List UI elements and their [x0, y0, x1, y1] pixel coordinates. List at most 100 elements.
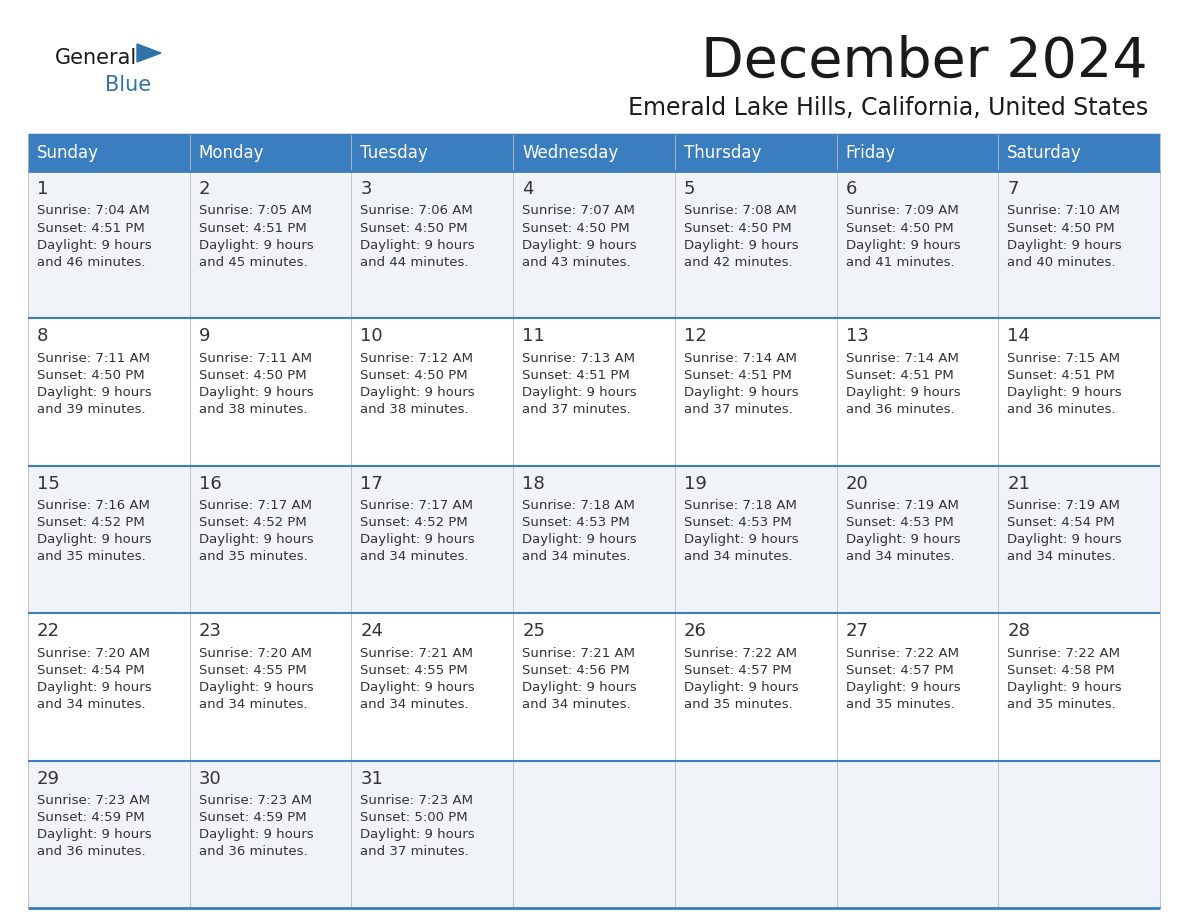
Text: Sunrise: 7:18 AM: Sunrise: 7:18 AM — [684, 499, 797, 512]
Text: Daylight: 9 hours: Daylight: 9 hours — [37, 828, 152, 841]
Bar — [513, 465, 675, 613]
Text: Daylight: 9 hours: Daylight: 9 hours — [846, 386, 960, 399]
Text: Sunrise: 7:23 AM: Sunrise: 7:23 AM — [198, 794, 311, 807]
Text: Sunrise: 7:09 AM: Sunrise: 7:09 AM — [846, 205, 959, 218]
Bar — [352, 171, 513, 319]
Text: Sunset: 4:57 PM: Sunset: 4:57 PM — [846, 664, 953, 677]
Text: Daylight: 9 hours: Daylight: 9 hours — [684, 533, 798, 546]
Text: Daylight: 9 hours: Daylight: 9 hours — [198, 533, 314, 546]
Text: Sunrise: 7:22 AM: Sunrise: 7:22 AM — [846, 646, 959, 660]
Text: Daylight: 9 hours: Daylight: 9 hours — [846, 239, 960, 252]
Text: Sunrise: 7:19 AM: Sunrise: 7:19 AM — [846, 499, 959, 512]
Text: Sunset: 4:50 PM: Sunset: 4:50 PM — [523, 221, 630, 234]
Text: Daylight: 9 hours: Daylight: 9 hours — [360, 681, 475, 694]
Text: Blue: Blue — [105, 75, 151, 95]
Text: Daylight: 9 hours: Daylight: 9 hours — [37, 239, 152, 252]
Text: 24: 24 — [360, 622, 384, 640]
Text: Sunrise: 7:11 AM: Sunrise: 7:11 AM — [198, 352, 311, 364]
Text: Sunset: 5:00 PM: Sunset: 5:00 PM — [360, 812, 468, 824]
Text: and 35 minutes.: and 35 minutes. — [198, 550, 308, 564]
Text: Sunset: 4:51 PM: Sunset: 4:51 PM — [846, 369, 953, 382]
Text: Daylight: 9 hours: Daylight: 9 hours — [846, 533, 960, 546]
Text: and 35 minutes.: and 35 minutes. — [1007, 698, 1116, 711]
Text: Daylight: 9 hours: Daylight: 9 hours — [360, 386, 475, 399]
Bar — [29, 465, 190, 613]
Text: and 39 minutes.: and 39 minutes. — [37, 403, 146, 416]
Text: Sunset: 4:50 PM: Sunset: 4:50 PM — [37, 369, 145, 382]
Bar — [190, 761, 352, 908]
Bar — [836, 613, 998, 761]
Text: Sunset: 4:51 PM: Sunset: 4:51 PM — [198, 221, 307, 234]
Text: and 34 minutes.: and 34 minutes. — [37, 698, 146, 711]
Text: Sunset: 4:53 PM: Sunset: 4:53 PM — [846, 516, 953, 530]
Text: Sunset: 4:51 PM: Sunset: 4:51 PM — [523, 369, 630, 382]
Text: and 40 minutes.: and 40 minutes. — [1007, 255, 1116, 268]
Bar — [998, 465, 1159, 613]
Text: Sunrise: 7:20 AM: Sunrise: 7:20 AM — [198, 646, 311, 660]
Text: 26: 26 — [684, 622, 707, 640]
Text: Sunrise: 7:12 AM: Sunrise: 7:12 AM — [360, 352, 474, 364]
Bar — [513, 171, 675, 319]
Text: Sunrise: 7:04 AM: Sunrise: 7:04 AM — [37, 205, 150, 218]
Text: Sunset: 4:57 PM: Sunset: 4:57 PM — [684, 664, 791, 677]
Text: Sunset: 4:52 PM: Sunset: 4:52 PM — [198, 516, 307, 530]
Bar — [998, 613, 1159, 761]
Text: Sunset: 4:52 PM: Sunset: 4:52 PM — [360, 516, 468, 530]
Text: Wednesday: Wednesday — [523, 144, 619, 162]
Bar — [190, 171, 352, 319]
Text: Sunrise: 7:11 AM: Sunrise: 7:11 AM — [37, 352, 150, 364]
Text: Sunset: 4:50 PM: Sunset: 4:50 PM — [846, 221, 953, 234]
Text: Sunrise: 7:15 AM: Sunrise: 7:15 AM — [1007, 352, 1120, 364]
Bar — [513, 613, 675, 761]
Text: Sunrise: 7:23 AM: Sunrise: 7:23 AM — [37, 794, 150, 807]
Text: 8: 8 — [37, 328, 49, 345]
Text: Daylight: 9 hours: Daylight: 9 hours — [37, 386, 152, 399]
Text: Sunrise: 7:18 AM: Sunrise: 7:18 AM — [523, 499, 636, 512]
Bar — [998, 171, 1159, 319]
Text: General: General — [55, 48, 138, 68]
Text: Sunrise: 7:21 AM: Sunrise: 7:21 AM — [360, 646, 474, 660]
Text: Daylight: 9 hours: Daylight: 9 hours — [198, 828, 314, 841]
Bar — [836, 761, 998, 908]
Text: Sunset: 4:55 PM: Sunset: 4:55 PM — [360, 664, 468, 677]
Text: Daylight: 9 hours: Daylight: 9 hours — [1007, 386, 1121, 399]
Text: 3: 3 — [360, 180, 372, 198]
Text: and 42 minutes.: and 42 minutes. — [684, 255, 792, 268]
Polygon shape — [137, 44, 162, 62]
Text: Daylight: 9 hours: Daylight: 9 hours — [846, 681, 960, 694]
Bar — [352, 761, 513, 908]
Text: Daylight: 9 hours: Daylight: 9 hours — [360, 828, 475, 841]
Text: Sunset: 4:50 PM: Sunset: 4:50 PM — [1007, 221, 1114, 234]
Text: Sunrise: 7:22 AM: Sunrise: 7:22 AM — [684, 646, 797, 660]
Text: 17: 17 — [360, 475, 384, 493]
Text: Sunrise: 7:21 AM: Sunrise: 7:21 AM — [523, 646, 636, 660]
Text: and 34 minutes.: and 34 minutes. — [523, 550, 631, 564]
Text: and 34 minutes.: and 34 minutes. — [684, 550, 792, 564]
Text: 29: 29 — [37, 769, 61, 788]
Text: 10: 10 — [360, 328, 383, 345]
Bar — [836, 319, 998, 465]
Text: Sunrise: 7:23 AM: Sunrise: 7:23 AM — [360, 794, 474, 807]
Text: Tuesday: Tuesday — [360, 144, 428, 162]
Bar — [675, 319, 836, 465]
Text: Sunset: 4:53 PM: Sunset: 4:53 PM — [684, 516, 791, 530]
Text: and 34 minutes.: and 34 minutes. — [523, 698, 631, 711]
Text: and 34 minutes.: and 34 minutes. — [1007, 550, 1116, 564]
Bar — [29, 761, 190, 908]
Text: Friday: Friday — [846, 144, 896, 162]
Text: Sunset: 4:50 PM: Sunset: 4:50 PM — [360, 369, 468, 382]
Text: and 37 minutes.: and 37 minutes. — [523, 403, 631, 416]
Bar — [513, 319, 675, 465]
Text: Sunrise: 7:05 AM: Sunrise: 7:05 AM — [198, 205, 311, 218]
Text: Daylight: 9 hours: Daylight: 9 hours — [37, 533, 152, 546]
Text: Daylight: 9 hours: Daylight: 9 hours — [198, 239, 314, 252]
Text: Sunset: 4:53 PM: Sunset: 4:53 PM — [523, 516, 630, 530]
Text: and 37 minutes.: and 37 minutes. — [360, 845, 469, 858]
Text: 15: 15 — [37, 475, 59, 493]
Bar — [190, 319, 352, 465]
Bar — [29, 135, 190, 171]
Text: 21: 21 — [1007, 475, 1030, 493]
Text: and 43 minutes.: and 43 minutes. — [523, 255, 631, 268]
Text: and 36 minutes.: and 36 minutes. — [846, 403, 954, 416]
Text: Daylight: 9 hours: Daylight: 9 hours — [1007, 239, 1121, 252]
